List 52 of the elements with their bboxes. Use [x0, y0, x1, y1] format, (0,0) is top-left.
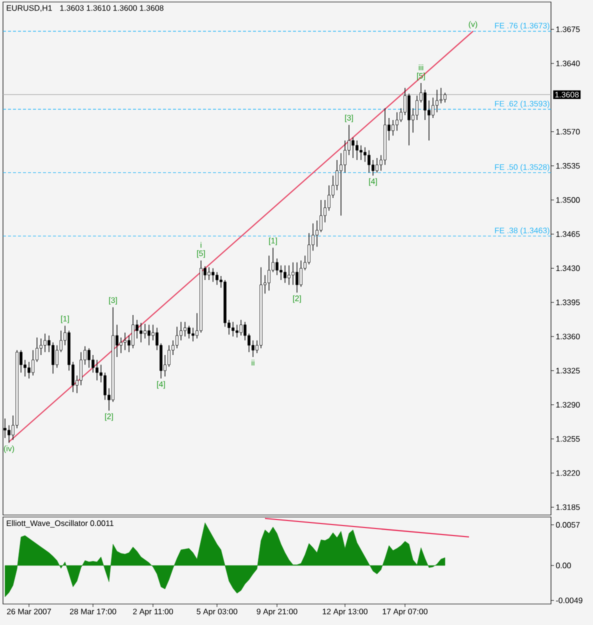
candlestick	[432, 97, 434, 118]
candlestick	[424, 89, 426, 120]
candlestick	[356, 140, 358, 160]
candlestick	[8, 424, 10, 444]
candlestick	[176, 326, 178, 349]
candlestick	[344, 140, 346, 174]
candlestick	[392, 120, 394, 136]
candlestick	[96, 360, 98, 381]
candlestick	[296, 262, 298, 293]
candlestick	[364, 146, 366, 162]
candlestick	[284, 264, 286, 284]
candlestick	[288, 264, 290, 286]
candlestick	[144, 323, 146, 339]
candlestick	[240, 320, 242, 336]
candlestick	[88, 348, 90, 368]
candlestick	[188, 325, 190, 339]
candlestick	[376, 158, 378, 174]
candlestick	[444, 92, 446, 103]
candlestick	[352, 137, 354, 158]
candlestick	[360, 145, 362, 160]
candlestick	[212, 268, 214, 282]
candlestick	[124, 332, 126, 351]
candlestick	[216, 272, 218, 286]
candlestick	[192, 327, 194, 342]
candlestick	[28, 362, 30, 379]
candlestick	[236, 324, 238, 338]
candlestick	[232, 322, 234, 337]
candlestick	[140, 322, 142, 343]
candlestick	[168, 344, 170, 368]
candlestick	[80, 352, 82, 386]
candlestick	[120, 337, 122, 354]
candlestick	[292, 262, 294, 286]
candlestick	[104, 372, 106, 400]
candlestick	[440, 87, 442, 104]
candlestick	[52, 342, 54, 374]
candlestick	[320, 200, 322, 233]
candlestick	[184, 322, 186, 337]
candlestick	[208, 266, 210, 280]
candlestick	[44, 333, 46, 352]
candlestick	[416, 95, 418, 120]
candlestick	[368, 150, 370, 174]
candlestick	[148, 324, 150, 346]
candlestick	[280, 264, 282, 280]
candlestick	[132, 314, 134, 349]
candlestick	[32, 350, 34, 376]
candlestick	[276, 258, 278, 276]
candlestick	[308, 232, 310, 265]
candlestick	[396, 112, 398, 132]
candlestick	[436, 89, 438, 113]
candlestick	[340, 152, 342, 216]
candlestick	[300, 260, 302, 288]
candlestick	[268, 255, 270, 292]
